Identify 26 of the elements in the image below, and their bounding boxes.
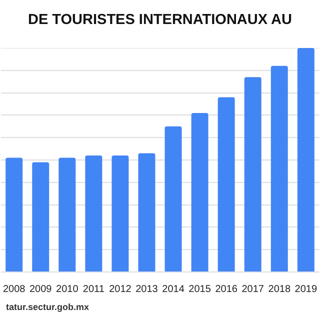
bar: [32, 162, 50, 272]
x-tick-label: 2019: [294, 284, 318, 295]
bar: [6, 158, 23, 272]
x-tick-label: 2010: [56, 284, 79, 295]
bar: [112, 156, 129, 272]
x-tick-label: 2017: [242, 284, 264, 295]
bar: [297, 48, 314, 272]
x-tick-label: 2018: [268, 284, 291, 295]
x-tick-label: 2014: [162, 284, 185, 295]
x-tick-label: 2009: [29, 284, 52, 295]
bar: [164, 126, 182, 272]
bar: [138, 153, 156, 272]
bar: [244, 77, 262, 272]
x-tick-label: 2008: [2, 284, 26, 295]
x-tick-label: 2015: [188, 284, 212, 295]
x-tick-label: 2016: [215, 284, 238, 295]
x-tick-label: 2013: [136, 284, 158, 295]
bar: [58, 158, 76, 272]
bar: [270, 66, 288, 272]
bar: [218, 97, 235, 272]
x-tick-label: 2011: [82, 284, 105, 295]
x-tick-label: 2012: [109, 284, 132, 295]
bar: [191, 112, 208, 272]
chart-title: DE TOURISTES INTERNATIONAUX AU: [27, 12, 293, 28]
bar: [85, 156, 102, 272]
text: tatur.sectur.gob.mx: [6, 302, 90, 312]
